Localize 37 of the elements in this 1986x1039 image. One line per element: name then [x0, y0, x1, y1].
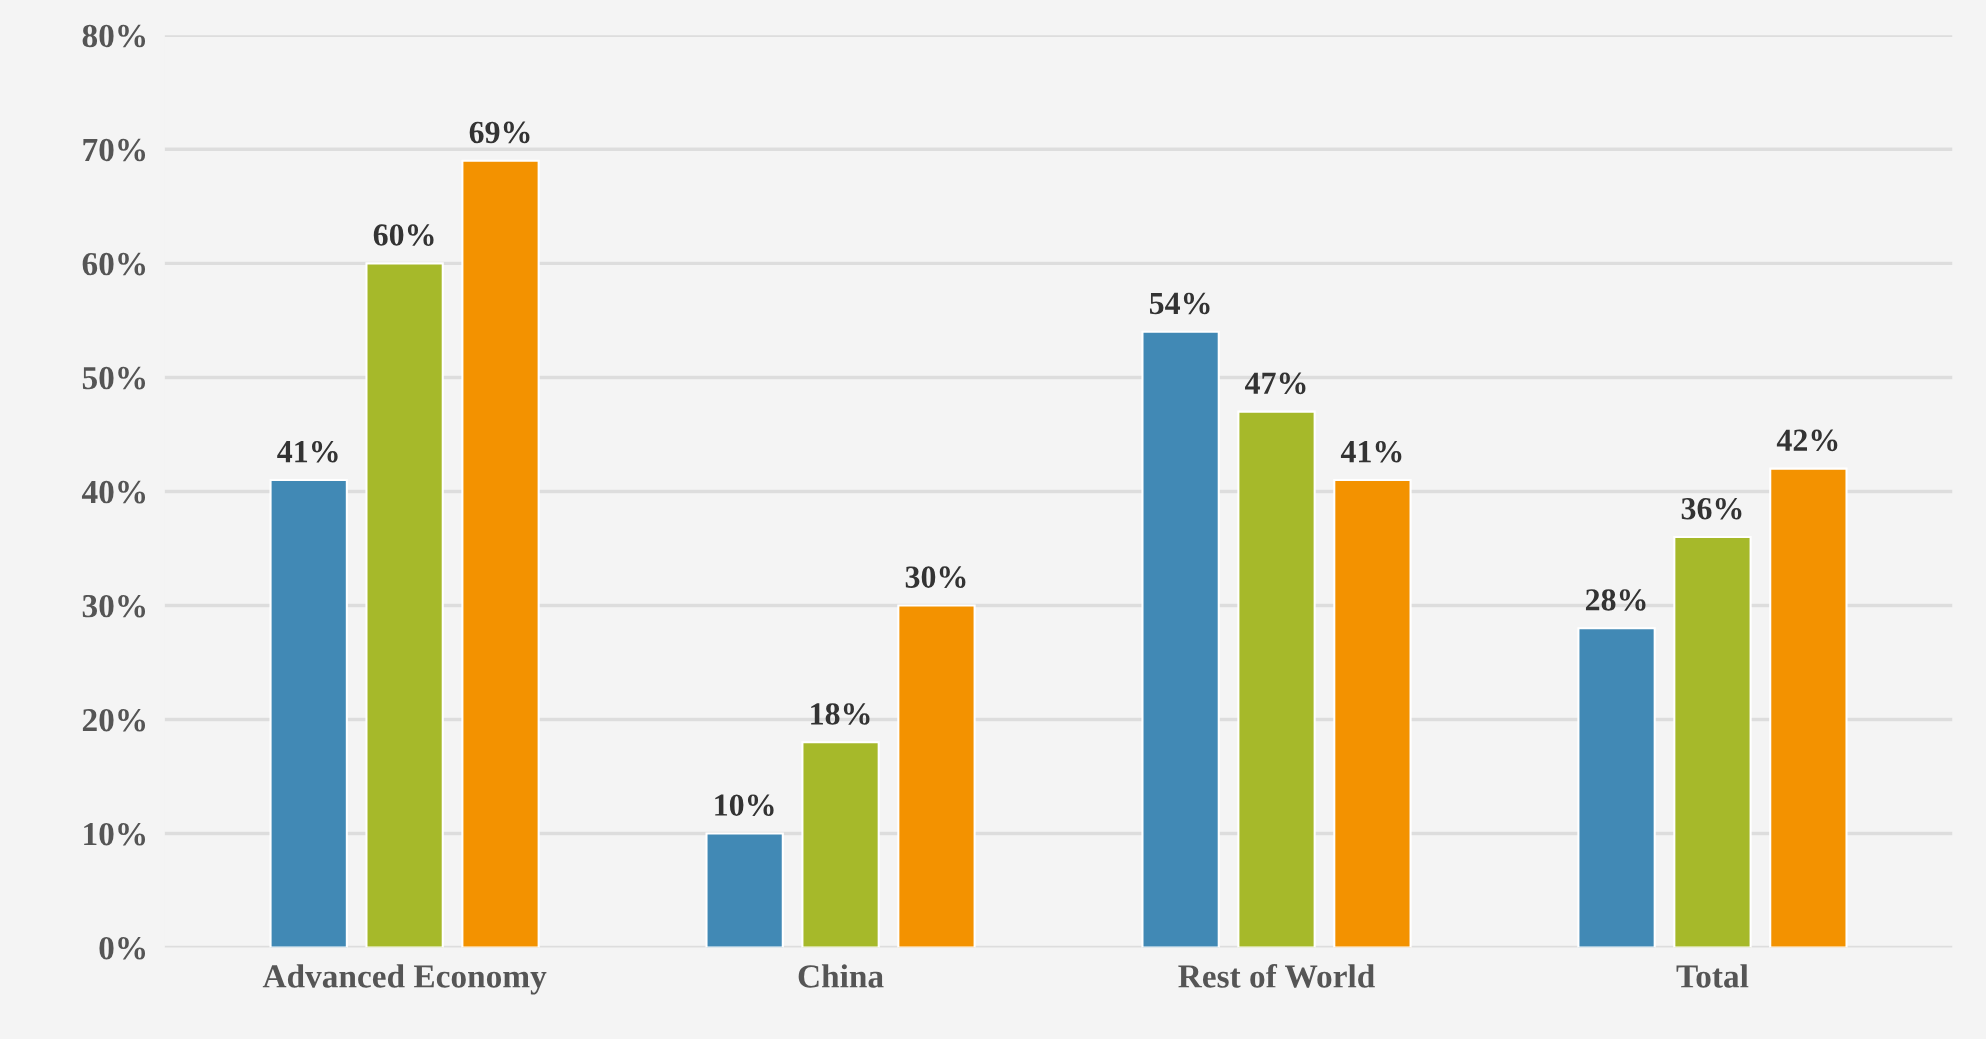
y-tick-label: 10% [84, 822, 146, 846]
y-tick-label: 60% [82, 252, 146, 276]
y-tick-label: 0% [99, 936, 146, 960]
bar [1141, 330, 1220, 948]
data-label: 10% [715, 794, 774, 817]
y-tick-label: 50% [82, 366, 146, 390]
bar [897, 604, 976, 948]
data-label: 60% [373, 224, 434, 246]
y-tick-label: 70% [83, 138, 146, 162]
x-tick-label: Total [1676, 964, 1749, 988]
data-label: 41% [277, 440, 338, 463]
y-tick-label: 20% [82, 708, 146, 732]
data-label: 42% [1776, 429, 1838, 452]
bar [1673, 536, 1752, 948]
bar [705, 832, 784, 948]
bar [365, 262, 444, 948]
bar [269, 479, 348, 948]
y-tick-label: 80% [82, 24, 146, 48]
data-label: 36% [1681, 497, 1742, 520]
bar [1769, 467, 1848, 948]
bar [1237, 410, 1316, 948]
bar [801, 741, 880, 948]
x-tick-label: China [798, 964, 884, 988]
data-label: 28% [1585, 589, 1646, 611]
bar [1333, 479, 1412, 948]
data-label: 41% [1340, 440, 1402, 463]
y-tick-label: 40% [81, 480, 146, 504]
bar [1577, 627, 1656, 948]
y-tick-label: 30% [82, 594, 146, 618]
data-label: 18% [811, 703, 870, 725]
data-label: 69% [469, 121, 530, 144]
data-label: 54% [1149, 292, 1210, 315]
x-tick-label: Advanced Economy [262, 964, 547, 995]
data-label: 47% [1245, 372, 1306, 395]
data-label: 30% [905, 566, 966, 588]
x-tick-label: Rest of World [1178, 963, 1375, 988]
bar [461, 159, 540, 948]
